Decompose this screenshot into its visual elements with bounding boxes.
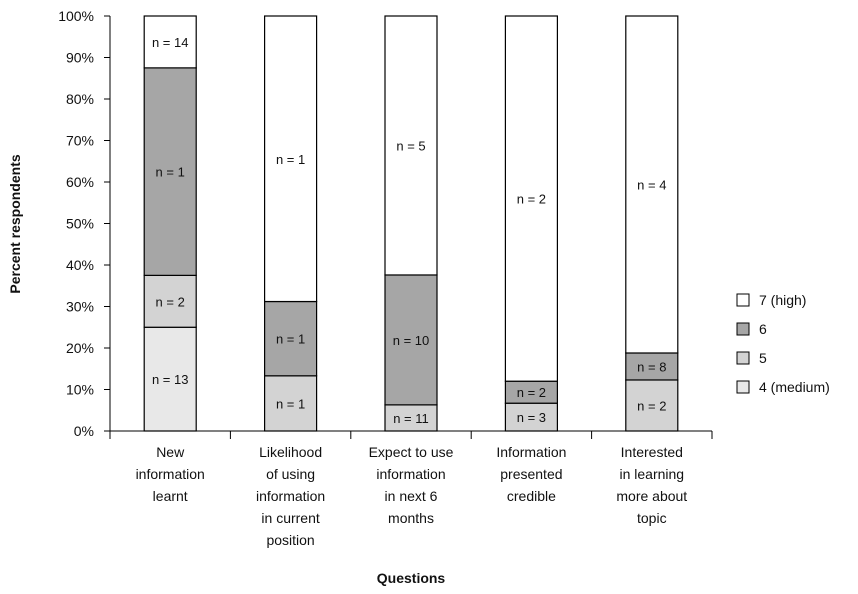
y-tick-label: 0%: [74, 423, 94, 439]
x-category-label: Likelihood of using information in current p…: [256, 444, 325, 548]
bar-segment-label: n = 2: [637, 398, 666, 413]
bar-segment-label: n = 1: [276, 152, 305, 167]
bar-segment-label: n = 1: [276, 332, 305, 347]
legend-label: 4 (medium): [759, 379, 830, 395]
bar-segment-label: n = 5: [396, 138, 425, 153]
bar-segment-label: n = 4: [637, 177, 666, 192]
x-category-label: Interested in learning more about topic: [616, 444, 687, 526]
bar-segment: [264, 300, 318, 377]
plot-area: 0% 10% 20% 30% 40% 50% 60% 70% 80% 90% 100% n = 13 n…: [58, 8, 713, 548]
y-tick-label: 90%: [66, 50, 94, 66]
y-tick-label: 50%: [66, 216, 94, 232]
bar-segment: [264, 375, 318, 432]
bar-segment-label: n = 1: [276, 396, 305, 411]
bar-segment-label: n = 8: [637, 359, 666, 374]
x-category-label: New information learnt: [136, 444, 205, 504]
legend: 7 (high) 6 5 4 (medium): [736, 292, 830, 395]
bar-segment: [143, 274, 197, 328]
bar-segment-label: n = 1: [156, 165, 185, 180]
bar-segment: [625, 352, 679, 381]
legend-swatch: [736, 380, 750, 394]
bar-segment: [143, 67, 197, 276]
bar-segment: [143, 15, 197, 69]
legend-label: 7 (high): [759, 292, 806, 308]
x-category-label: Information presented credible: [496, 444, 566, 504]
bar-segment-label: n = 13: [152, 372, 189, 387]
bar-segment: [384, 404, 438, 432]
y-tick-label: 70%: [66, 133, 94, 149]
bar-segment-label: n = 3: [517, 410, 546, 425]
x-axis-title: Questions: [377, 570, 446, 586]
y-tick-label: 30%: [66, 299, 94, 315]
y-axis-title: Percent respondents: [7, 154, 23, 293]
bar-segment: [504, 402, 558, 432]
bar-segment: [625, 15, 679, 354]
legend-swatch: [736, 293, 750, 307]
legend-label: 5: [759, 350, 767, 366]
bar-segment-label: n = 2: [156, 294, 185, 309]
bar-segment: [384, 15, 438, 276]
legend-swatch: [736, 351, 750, 365]
y-tick-label: 40%: [66, 257, 94, 273]
y-tick-label: 60%: [66, 174, 94, 190]
legend-label: 6: [759, 321, 767, 337]
bar-segment-label: n = 14: [152, 35, 189, 50]
bar-segment-label: n = 2: [517, 192, 546, 207]
bar-segment: [625, 379, 679, 432]
x-category-label: Expect to use information in next 6 months: [369, 444, 454, 526]
legend-swatch: [736, 322, 750, 336]
bar-segment: [384, 274, 438, 406]
y-tick-label: 20%: [66, 340, 94, 356]
bar-segment: [504, 15, 558, 382]
bar-segment-label: n = 2: [517, 385, 546, 400]
y-tick-label: 10%: [66, 382, 94, 398]
bar-segment-label: n = 11: [393, 411, 429, 426]
bar-segment: [264, 15, 318, 303]
bar-segment-label: n = 10: [393, 333, 430, 348]
y-tick-label: 100%: [58, 8, 94, 24]
y-tick-label: 80%: [66, 91, 94, 107]
